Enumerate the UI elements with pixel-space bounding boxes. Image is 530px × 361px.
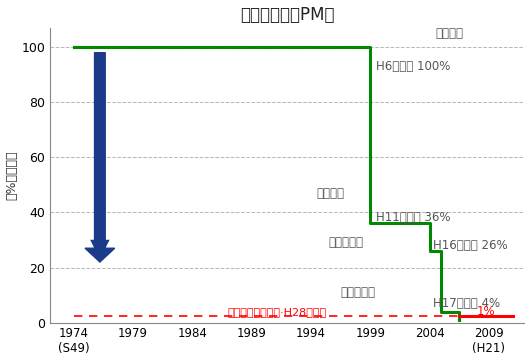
Text: ポスト新長期規制·H28年規制: ポスト新長期規制·H28年規制	[228, 306, 327, 317]
FancyArrow shape	[85, 53, 114, 262]
Text: H11年規制 36%: H11年規制 36%	[376, 212, 450, 225]
Y-axis label: （%）削減率: （%）削減率	[5, 151, 19, 200]
Text: 新短期規制: 新短期規制	[329, 236, 364, 249]
Text: 1%: 1%	[477, 305, 496, 318]
Text: 短期規制: 短期規制	[436, 27, 464, 40]
Text: 長期規制: 長期規制	[317, 187, 345, 200]
Text: H6年規制 100%: H6年規制 100%	[376, 60, 450, 73]
Text: H16年規制 26%: H16年規制 26%	[433, 239, 508, 252]
Title: 粒子状物質（PM）: 粒子状物質（PM）	[240, 5, 334, 23]
Text: 新長期規制: 新長期規制	[341, 286, 376, 299]
Text: H17年規制 4%: H17年規制 4%	[433, 297, 500, 310]
